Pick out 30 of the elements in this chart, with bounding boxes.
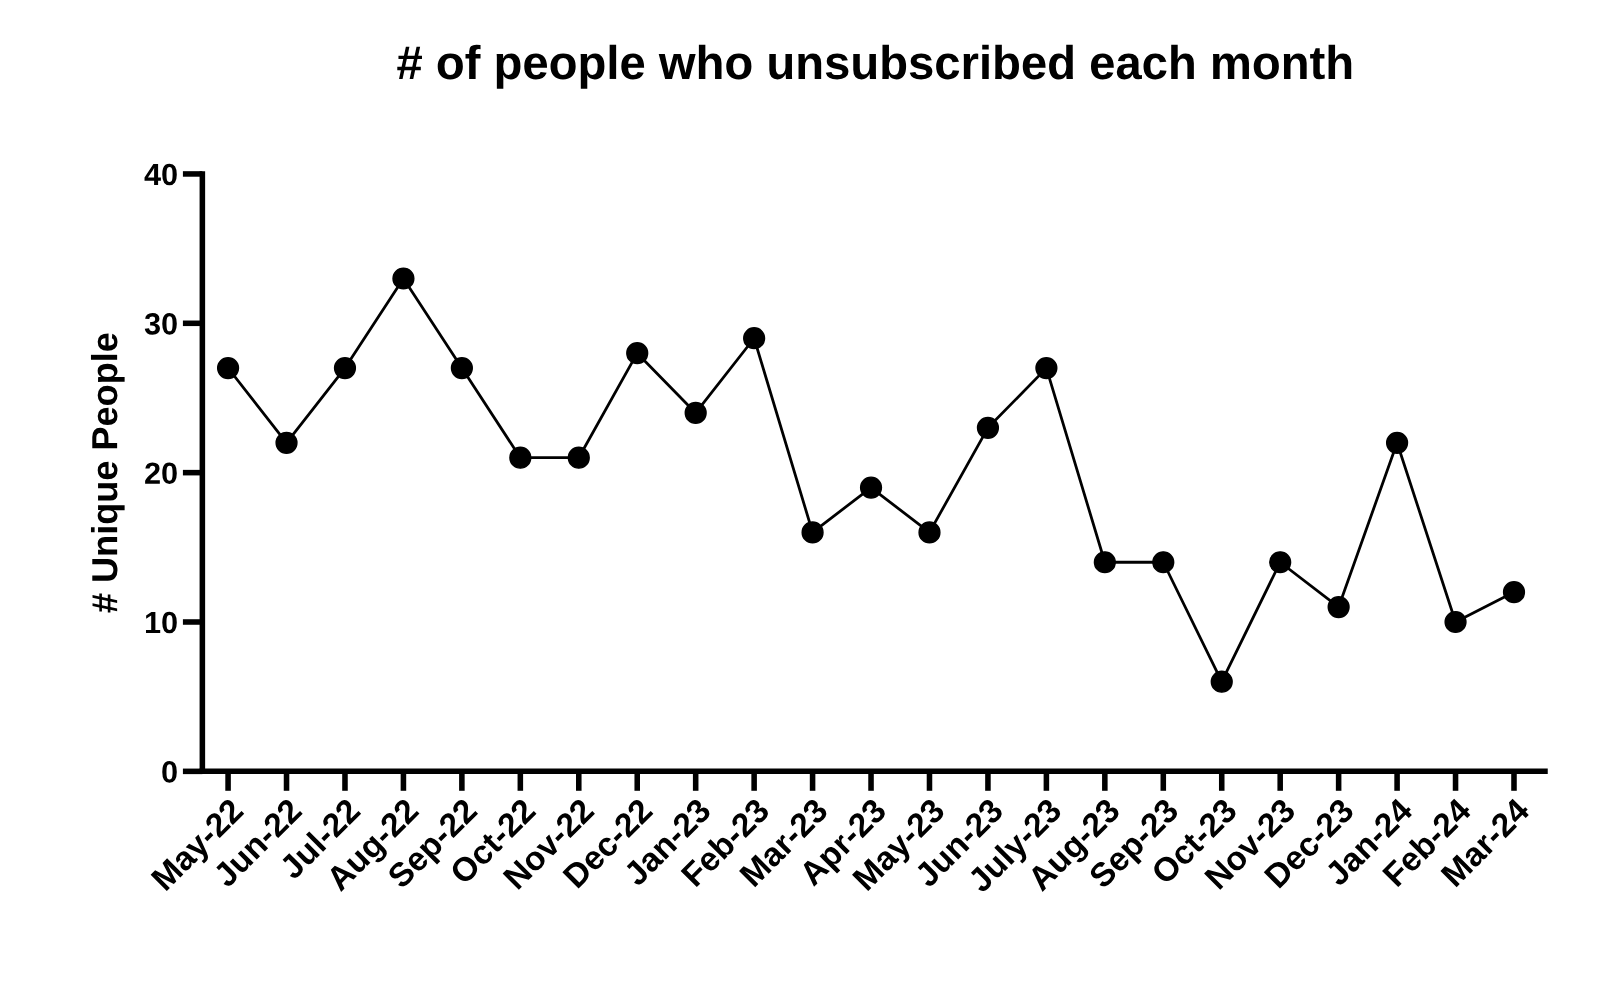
point xyxy=(1152,551,1175,574)
point xyxy=(1502,581,1526,604)
point xyxy=(1093,551,1116,574)
point xyxy=(509,446,532,469)
y-tick-label: 40 xyxy=(144,163,177,186)
point xyxy=(567,446,590,469)
y-axis-title: # Unique People xyxy=(90,333,125,613)
y-tick-label: 30 xyxy=(144,313,177,335)
chart-title: # of people who unsubscribed each month xyxy=(397,44,1352,89)
point xyxy=(918,521,941,544)
point xyxy=(1210,670,1233,693)
point xyxy=(859,476,883,499)
point xyxy=(801,521,824,544)
point xyxy=(1269,551,1292,574)
point xyxy=(1327,595,1350,619)
point xyxy=(626,342,649,365)
point xyxy=(743,327,766,350)
y-tick-label: 10 xyxy=(145,611,177,634)
y-tick-label: 20 xyxy=(145,462,177,485)
point xyxy=(1444,610,1467,634)
point xyxy=(450,356,473,380)
point xyxy=(275,431,298,454)
point xyxy=(976,416,1000,439)
point xyxy=(392,267,415,290)
y-tick-label: 0 xyxy=(162,761,177,783)
point xyxy=(684,401,707,425)
point xyxy=(1035,356,1058,380)
point xyxy=(1385,431,1409,454)
point xyxy=(333,356,357,380)
point xyxy=(216,356,240,380)
